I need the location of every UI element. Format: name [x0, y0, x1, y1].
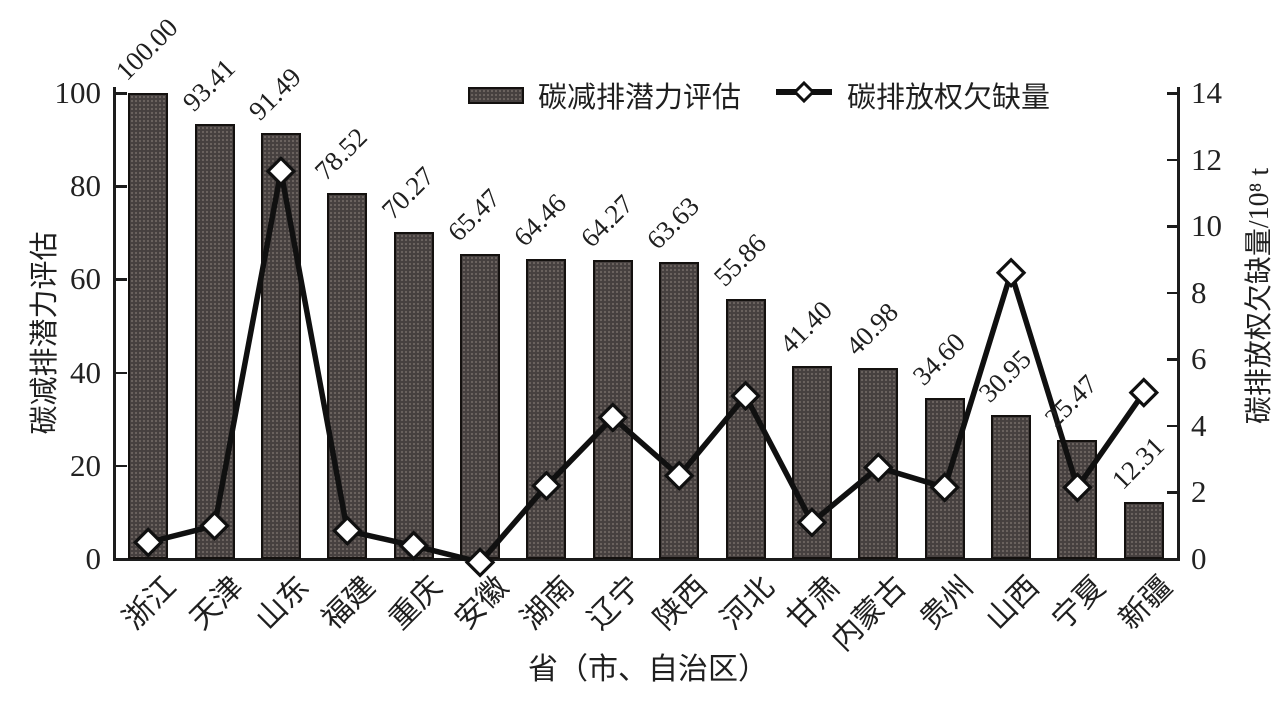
right-axis-tick-label: 10: [1191, 208, 1222, 244]
right-axis-tick-label: 0: [1191, 541, 1207, 576]
bar-value-label: 91.49: [242, 61, 307, 126]
bar-安徽: [460, 253, 501, 559]
legend-line-label: 碳排放权欠缺量: [847, 82, 1051, 114]
bar-value-label: 55.86: [707, 227, 772, 292]
right-axis-tick: [1167, 358, 1179, 361]
bar-value-label: 63.63: [640, 191, 706, 256]
right-axis-tick: [1167, 491, 1179, 494]
bar-贵州: [924, 397, 965, 559]
left-axis-tick-label: 100: [54, 75, 102, 110]
bar-value-label: 41.40: [773, 294, 838, 360]
right-axis-tick-label: 4: [1191, 407, 1207, 443]
x-category-label: 山东: [249, 570, 316, 637]
right-axis-tick: [1167, 225, 1179, 228]
legend-item-line: 碳排放权欠缺量: [775, 74, 1050, 116]
right-axis-tick: [1167, 291, 1179, 295]
bar-value-label: 12.31: [1105, 430, 1170, 495]
x-category-label: 陕西: [648, 570, 714, 637]
right-axis-tick: [1167, 92, 1179, 95]
left-axis-tick: [115, 185, 127, 188]
bar-value-label: 70.27: [375, 160, 440, 225]
legend-bar-label: 碳减排潜力评估: [538, 82, 742, 114]
right-axis-tick-label: 8: [1191, 274, 1207, 310]
bar-天津: [194, 123, 235, 559]
bar-value-label: 65.47: [441, 182, 507, 247]
bar-甘肃: [791, 366, 832, 559]
x-category-label: 辽宁: [581, 570, 648, 637]
right-axis-tick-label: 14: [1191, 75, 1222, 110]
x-category-label: 安徽: [448, 570, 515, 637]
left-axis-tick-label: 80: [70, 168, 101, 204]
right-axis-tick-label: 12: [1191, 141, 1222, 177]
legend-item-bar: 碳减排潜力评估: [468, 74, 741, 116]
x-category-label: 山西: [979, 570, 1046, 637]
bar-浙江: [128, 93, 169, 559]
left-axis-tick: [115, 278, 127, 281]
right-axis-tick: [1167, 424, 1179, 428]
bar-value-label: 78.52: [309, 121, 374, 187]
bar-宁夏: [1057, 440, 1098, 559]
diamond-marker-新疆: [1128, 377, 1160, 408]
x-category-label: 天津: [183, 570, 250, 637]
bar-重庆: [393, 231, 434, 559]
left-axis-tick: [115, 464, 127, 468]
left-axis-tick-label: 0: [85, 541, 102, 576]
bar-河北: [725, 298, 766, 559]
bar-value-label: 93.41: [176, 52, 241, 117]
x-category-label: 重庆: [382, 570, 449, 637]
diamond-marker-山西: [995, 257, 1027, 289]
left-axis-tick: [115, 92, 127, 95]
x-category-label: 贵州: [913, 570, 980, 637]
right-axis-line: [1177, 87, 1180, 561]
left-axis-title: 碳减排潜力评估: [29, 231, 61, 435]
x-category-label: 内蒙古: [825, 570, 913, 658]
bar-value-label: 64.46: [508, 187, 573, 252]
bar-内蒙古: [858, 368, 899, 559]
bar-value-label: 40.98: [840, 296, 905, 362]
bar-value-label: 100.00: [109, 12, 184, 86]
bar-value-label: 30.95: [972, 343, 1038, 408]
bar-value-label: 25.47: [1039, 369, 1104, 434]
x-category-label: 湖南: [515, 570, 582, 637]
right-axis-tick-label: 2: [1191, 474, 1207, 510]
bar-湖南: [526, 258, 567, 559]
legend-bar-swatch-icon: [468, 86, 524, 104]
left-axis-tick: [115, 371, 127, 375]
x-category-label: 浙江: [117, 570, 183, 637]
bar-value-label: 34.60: [906, 326, 971, 391]
x-category-label: 福建: [316, 570, 382, 637]
right-axis-tick-label: 6: [1191, 341, 1207, 377]
legend-line-swatch-icon: [775, 79, 833, 112]
left-axis-tick-label: 60: [70, 261, 101, 297]
legend: 碳减排潜力评估 碳排放权欠缺量: [468, 76, 1050, 114]
left-axis-tick-label: 40: [70, 354, 101, 390]
right-axis-tick: [1167, 158, 1179, 162]
x-category-label: 河北: [714, 570, 781, 637]
left-axis-tick: [115, 558, 127, 561]
left-axis-tick-label: 20: [70, 447, 101, 483]
bar-value-label: 64.27: [574, 188, 639, 253]
right-axis-tick: [1167, 558, 1179, 561]
x-category-label: 新疆: [1112, 570, 1179, 637]
left-axis-line: [113, 87, 116, 561]
bar-山东: [260, 132, 301, 559]
bar-新疆: [1123, 501, 1164, 559]
bar-辽宁: [592, 259, 633, 559]
x-axis-title: 省（市、自治区）: [528, 653, 768, 686]
bar-福建: [327, 193, 368, 559]
bar-陕西: [659, 262, 700, 559]
bar-山西: [991, 414, 1032, 559]
x-category-label: 宁夏: [1046, 570, 1113, 637]
